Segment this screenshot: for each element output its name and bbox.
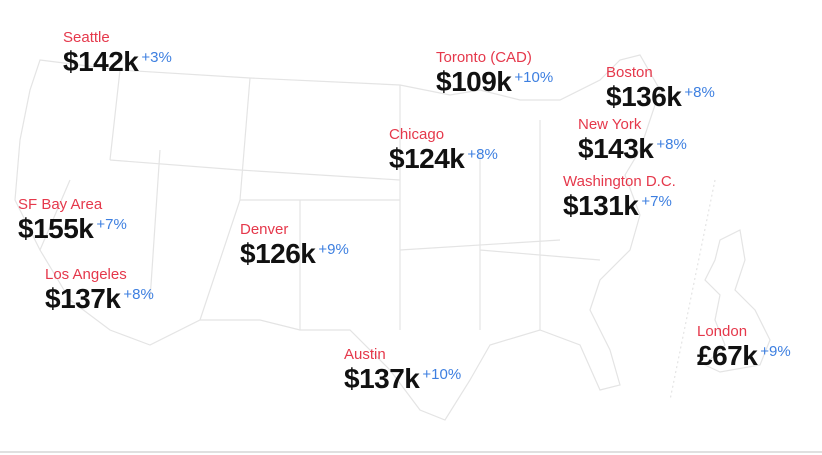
state-lines xyxy=(39,69,601,330)
change: +10% xyxy=(514,69,554,86)
change: +7% xyxy=(96,216,127,233)
change: +8% xyxy=(123,286,154,303)
salary: $142k xyxy=(63,46,139,77)
city-label: London £67k +9% xyxy=(697,324,791,370)
us-outline xyxy=(14,54,661,421)
salary: $137k xyxy=(45,283,121,314)
city-label: New York $143k +8% xyxy=(578,117,687,163)
city-name: Toronto (CAD) xyxy=(436,49,532,66)
city-name: SF Bay Area xyxy=(18,196,103,213)
city-name: Los Angeles xyxy=(45,266,127,283)
salary: $137k xyxy=(344,363,420,394)
salary: $131k xyxy=(563,190,639,221)
change: +9% xyxy=(318,241,349,258)
salary: $155k xyxy=(18,213,94,244)
city-label: Washington D.C. $131k +7% xyxy=(563,174,676,220)
change: +3% xyxy=(141,49,172,66)
city-name: New York xyxy=(578,116,642,133)
salary: $136k xyxy=(606,81,682,112)
change: +10% xyxy=(422,366,462,383)
change: +8% xyxy=(656,136,687,153)
city-name: London xyxy=(697,323,748,340)
salary: £67k xyxy=(697,340,758,371)
city-name: Denver xyxy=(240,221,289,238)
city-name: Chicago xyxy=(389,126,445,143)
city-label: Boston $136k +8% xyxy=(606,65,715,111)
change: +8% xyxy=(467,146,498,163)
uk-outline xyxy=(703,229,771,373)
city-name: Washington D.C. xyxy=(563,173,676,190)
change: +7% xyxy=(641,193,672,210)
salary: $126k xyxy=(240,238,316,269)
city-name: Boston xyxy=(606,64,653,81)
city-label: Toronto (CAD) $109k +10% xyxy=(436,50,553,96)
salary: $124k xyxy=(389,143,465,174)
city-label: Seattle $142k +3% xyxy=(63,30,172,76)
city-label: Austin $137k +10% xyxy=(344,347,461,393)
city-label: Denver $126k +9% xyxy=(240,222,349,268)
city-label: SF Bay Area $155k +7% xyxy=(18,197,127,243)
salary: $109k xyxy=(436,66,512,97)
city-name: Seattle xyxy=(63,29,110,46)
city-name: Austin xyxy=(344,346,386,363)
city-label: Chicago $124k +8% xyxy=(389,127,498,173)
city-label: Los Angeles $137k +8% xyxy=(45,267,154,313)
change: +8% xyxy=(684,84,715,101)
change: +9% xyxy=(760,343,791,360)
salary: $143k xyxy=(578,133,654,164)
